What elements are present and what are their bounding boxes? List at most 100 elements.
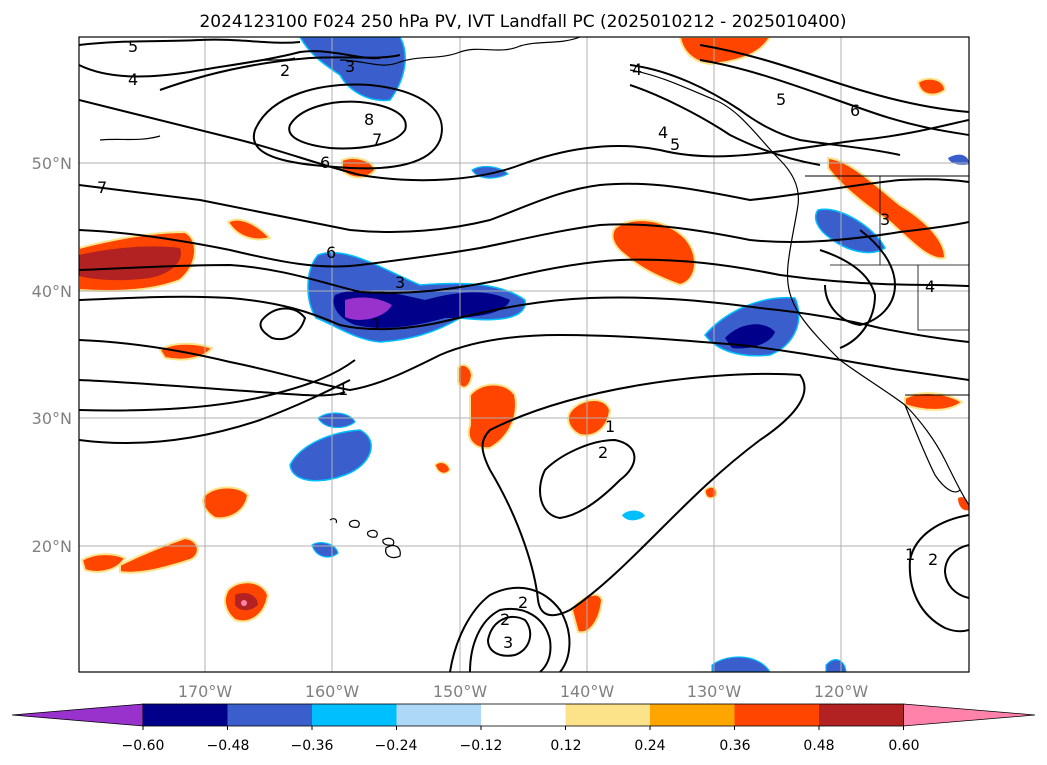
colorbar-segment: [734, 704, 820, 726]
contour-label: 5: [128, 37, 138, 56]
contour-label: 1: [372, 315, 382, 334]
pv-contour-4: [79, 50, 381, 78]
island-big-island: [385, 544, 401, 559]
lon-label-160w: 160°W: [305, 682, 360, 701]
pv-contour-3-south: [486, 615, 532, 657]
neg-anomaly-small-7: [948, 154, 969, 165]
contour-label: 6: [320, 153, 330, 172]
pv-contour-labels: 5 4 2 3 4 5 6 7 6 7 8 4 5 6 3 1 3 4 1 2: [97, 37, 938, 652]
contour-label: 1: [338, 380, 348, 399]
island-kauai: [348, 519, 360, 528]
pv-contour-1-subtropical: [481, 372, 806, 617]
pv-contour-3-loop: [259, 307, 307, 340]
colorbar-tick-label: −0.12: [460, 738, 503, 754]
pv-contour-2-south: [469, 607, 552, 672]
neg-anomaly-offshore-ca-core: [725, 324, 775, 349]
contour-label: 3: [395, 273, 405, 292]
pv-contours: [79, 38, 969, 672]
contour-label: 7: [372, 130, 382, 149]
colorbar-tick-label: −0.36: [291, 738, 334, 754]
colorbar-tick-label: 0.12: [550, 738, 581, 754]
pv-contour-1-south: [79, 379, 346, 397]
pv-contour-2-east: [943, 544, 969, 599]
colorbar-ticks: [142, 726, 904, 730]
pos-anomaly-idaho: [827, 156, 947, 260]
colorbar-tick-label: 0.48: [803, 738, 834, 754]
hawaiian-islands: [329, 518, 401, 559]
colorbar-tick-label: 0.24: [634, 738, 665, 754]
contour-label: 1: [905, 545, 915, 564]
colorbar-tick-label: 0.36: [719, 738, 750, 754]
pv-contour-7-ring: [288, 100, 407, 150]
contour-label: 6: [326, 243, 336, 262]
longitude-labels: 170°W 160°W 150°W 140°W 130°W 120°W: [178, 682, 869, 701]
colorbar: −0.60 −0.48 −0.36 −0.24 −0.12 0.12 0.24 …: [11, 703, 1036, 754]
lon-label-130w: 130°W: [687, 682, 742, 701]
neg-anomaly-oregon: [814, 208, 886, 254]
coastline-alaska-gulf: [339, 37, 581, 66]
coastline-alaska-panhandle: [629, 69, 800, 206]
pv-contour-5: [79, 38, 301, 46]
island-oahu: [366, 529, 378, 538]
pv-contour-1-band: [79, 359, 356, 412]
pv-contour-6: [79, 221, 969, 268]
pv-contour-1-south-low: [449, 586, 571, 672]
coastline-baja: [904, 404, 961, 493]
contour-label: 1: [605, 417, 615, 436]
colorbar-segment: [396, 704, 482, 726]
contour-label: 5: [670, 135, 680, 154]
colorbar-segment: [227, 704, 313, 726]
pv-contour-2-ring: [539, 438, 636, 520]
map-frame: [78, 36, 970, 673]
pv-contour-5-alaska: [629, 84, 821, 166]
lon-label-120w: 120°W: [814, 682, 869, 701]
pos-anomaly-small-k: [704, 486, 718, 499]
colorbar-segment: [819, 704, 904, 726]
contour-label: 4: [632, 60, 642, 79]
contour-label: 5: [776, 90, 786, 109]
colorbar-segment: [312, 704, 397, 726]
pv-contour-3-west: [819, 249, 877, 349]
map-panel: 5 4 2 3 4 5 6 7 6 7 8 4 5 6 3 1 3 4 1 2: [78, 36, 970, 673]
graticule: [79, 37, 969, 672]
latitude-labels: 50°N 40°N 30°N 20°N: [32, 154, 72, 556]
pos-anomaly-tropical-west: [80, 553, 127, 573]
pos-anomaly-washington-offshore: [611, 219, 697, 287]
pv-contour-5-ridge: [79, 99, 969, 182]
colorbar-segment: [481, 704, 566, 726]
pv-contour-1-trough: [79, 379, 351, 445]
pv-contour-1: [79, 333, 969, 392]
lat-label-50n: 50°N: [32, 154, 72, 173]
contour-label: 7: [97, 178, 107, 197]
ivt-positive-anomalies: [79, 37, 969, 634]
colorbar-segments: [11, 703, 1036, 727]
pv-contour-1-east: [908, 514, 969, 633]
contour-label: 3: [345, 57, 355, 76]
pos-anomaly-subtropical-1: [467, 383, 517, 450]
pos-anomaly-small-d: [916, 77, 947, 96]
colorbar-outline: [142, 703, 904, 727]
pos-anomaly-small-h: [457, 363, 474, 389]
colorbar-tick-label: −0.24: [375, 738, 418, 754]
lon-label-140w: 140°W: [560, 682, 615, 701]
figure-title: 2024123100 F024 250 hPa PV, IVT Landfall…: [199, 12, 846, 32]
neg-anomaly-peak: [345, 297, 392, 320]
contour-label: 4: [128, 70, 138, 89]
colorbar-tick-label: −0.60: [122, 738, 165, 754]
pv-contour-4-alaska: [629, 64, 901, 156]
contour-label: 4: [925, 277, 935, 296]
island-niihau: [329, 518, 338, 524]
contour-label: 8: [364, 110, 374, 129]
pv-contour-5-upper: [699, 44, 969, 113]
neg-anomaly-hawaii-north: [289, 429, 372, 482]
colorbar-tick-label: 0.60: [888, 738, 919, 754]
contour-label: 2: [928, 550, 938, 569]
contour-label: 4: [658, 123, 668, 142]
pv-contour-7: [79, 178, 969, 233]
pos-anomaly-small-b: [226, 218, 272, 241]
colorbar-extend-low: [11, 703, 144, 727]
lat-label-30n: 30°N: [32, 409, 72, 428]
contour-label: 2: [280, 61, 290, 80]
contour-label: 3: [503, 633, 513, 652]
